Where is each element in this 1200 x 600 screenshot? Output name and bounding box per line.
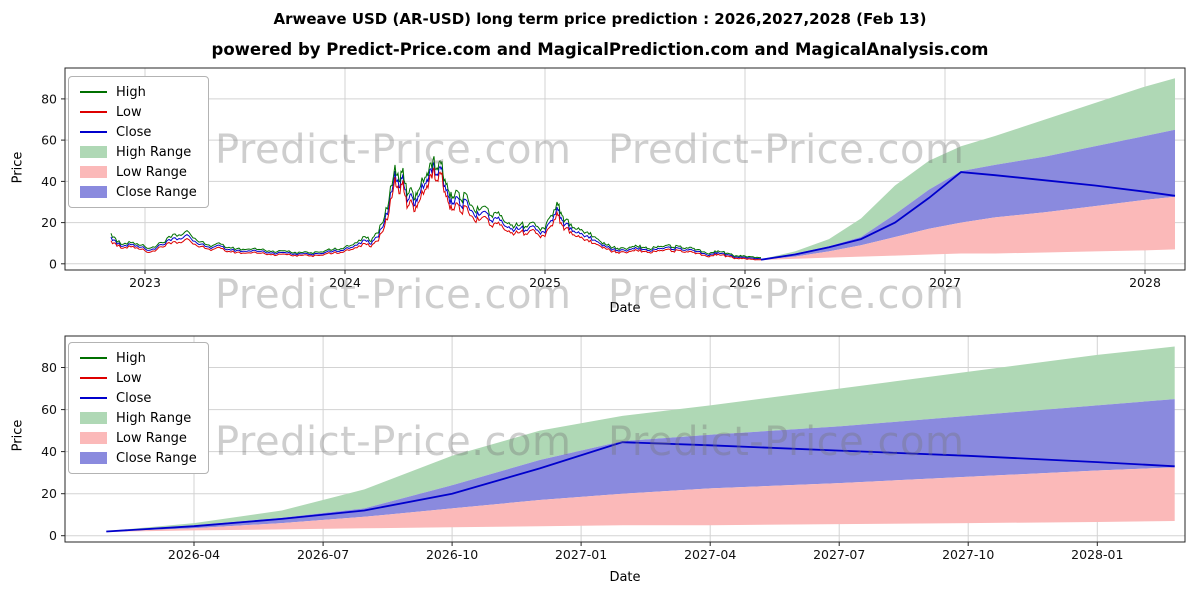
legend-entry-close: Close (80, 390, 197, 406)
low-range-band (106, 467, 1175, 532)
legend-label: Low Range (116, 430, 187, 446)
close-forecast-line (106, 441, 1175, 533)
legend-patch-swatch (80, 412, 107, 424)
y-tick-label: 0 (49, 256, 57, 271)
legend-label: Low Range (116, 164, 187, 180)
legend-patch-swatch (80, 452, 107, 464)
axes-border (64, 335, 1186, 543)
y-tick-label: 40 (41, 444, 57, 459)
legend-line-swatch (80, 376, 107, 380)
y-tick-label: 20 (41, 215, 57, 230)
legend-label: Close (116, 124, 152, 140)
x-tick-label: 2023 (129, 275, 161, 290)
legend-entry-low: Low (80, 370, 197, 386)
chart-title: Arweave USD (AR-USD) long term price pre… (273, 10, 927, 28)
legend-label: High Range (116, 144, 192, 160)
legend-entry-close-range: Close Range (80, 450, 197, 466)
x-tick-label: 2024 (329, 275, 361, 290)
high-history-line (110, 156, 761, 259)
legend-line-swatch (80, 130, 107, 134)
legend-line-swatch (80, 356, 107, 360)
close-range-band (761, 129, 1175, 260)
legend-entry-high-range: High Range (80, 144, 197, 160)
legend-bottom-chart: High Low Close High Range Low Range Close Ran… (68, 342, 209, 474)
watermark-text: Predict-Price.com (608, 419, 965, 465)
legend-entry-low-range: Low Range (80, 164, 197, 180)
watermark-text: Predict-Price.com (608, 272, 965, 318)
legend-entry-high: High (80, 84, 197, 100)
legend-label: High (116, 350, 146, 366)
x-tick-label: 2026-07 (297, 547, 349, 562)
low-range-band (761, 196, 1175, 261)
x-tick-label: 2025 (529, 275, 561, 290)
high-range-band (761, 78, 1175, 260)
x-tick-label: 2027-01 (555, 547, 607, 562)
legend-label: Close Range (116, 184, 197, 200)
legend-patch-swatch (80, 146, 107, 158)
legend-label: Close (116, 390, 152, 406)
low-history-line (110, 167, 761, 261)
x-axis-label-bottom: Date (609, 570, 641, 585)
x-tick-label: 2026-04 (168, 547, 220, 562)
legend-entry-close: Close (80, 124, 197, 140)
high-range-band (106, 346, 1175, 532)
legend-top-chart: High Low Close High Range Low Range Close Ran… (68, 76, 209, 208)
chart-subtitle: powered by Predict-Price.com and Magical… (211, 40, 989, 59)
legend-entry-close-range: Close Range (80, 184, 197, 200)
x-tick-label: 2027-10 (942, 547, 994, 562)
x-tick-label: 2027 (929, 275, 961, 290)
close-history-line (110, 161, 762, 260)
x-axis-label-top: Date (609, 301, 641, 316)
x-tick-label: 2027-07 (813, 547, 865, 562)
x-tick-label: 2026-10 (426, 547, 478, 562)
legend-patch-swatch (80, 432, 107, 444)
plot-area (106, 346, 1175, 533)
legend-label: Low (116, 370, 142, 386)
y-axis-label-bottom: Price (10, 419, 26, 452)
watermark-text: Predict-Price.com (215, 272, 572, 318)
plot-area (110, 78, 1176, 261)
y-tick-label: 80 (41, 360, 57, 375)
legend-line-swatch (80, 110, 107, 114)
legend-line-swatch (80, 396, 107, 400)
legend-label: High (116, 84, 146, 100)
watermark-text: Predict-Price.com (215, 419, 572, 465)
legend-entry-low-range: Low Range (80, 430, 197, 446)
legend-label: Close Range (116, 450, 197, 466)
close-forecast-line (760, 171, 1176, 261)
close-range-band (106, 399, 1175, 532)
y-tick-label: 80 (41, 91, 57, 106)
y-axis-label-top: Price (10, 151, 26, 184)
axes-border (64, 67, 1186, 271)
legend-entry-high: High (80, 350, 197, 366)
x-tick-label: 2027-04 (684, 547, 736, 562)
watermark-text: Predict-Price.com (608, 127, 965, 173)
x-tick-label: 2026 (729, 275, 761, 290)
legend-entry-low: Low (80, 104, 197, 120)
legend-patch-swatch (80, 186, 107, 198)
y-tick-label: 0 (49, 528, 57, 543)
watermark-text: Predict-Price.com (215, 127, 572, 173)
x-tick-label: 2028-01 (1071, 547, 1123, 562)
x-tick-label: 2028 (1129, 275, 1161, 290)
legend-label: Low (116, 104, 142, 120)
legend-entry-high-range: High Range (80, 410, 197, 426)
legend-label: High Range (116, 410, 192, 426)
y-tick-label: 20 (41, 486, 57, 501)
legend-patch-swatch (80, 166, 107, 178)
y-tick-label: 60 (41, 133, 57, 148)
legend-line-swatch (80, 90, 107, 94)
y-tick-label: 40 (41, 174, 57, 189)
y-tick-label: 60 (41, 402, 57, 417)
